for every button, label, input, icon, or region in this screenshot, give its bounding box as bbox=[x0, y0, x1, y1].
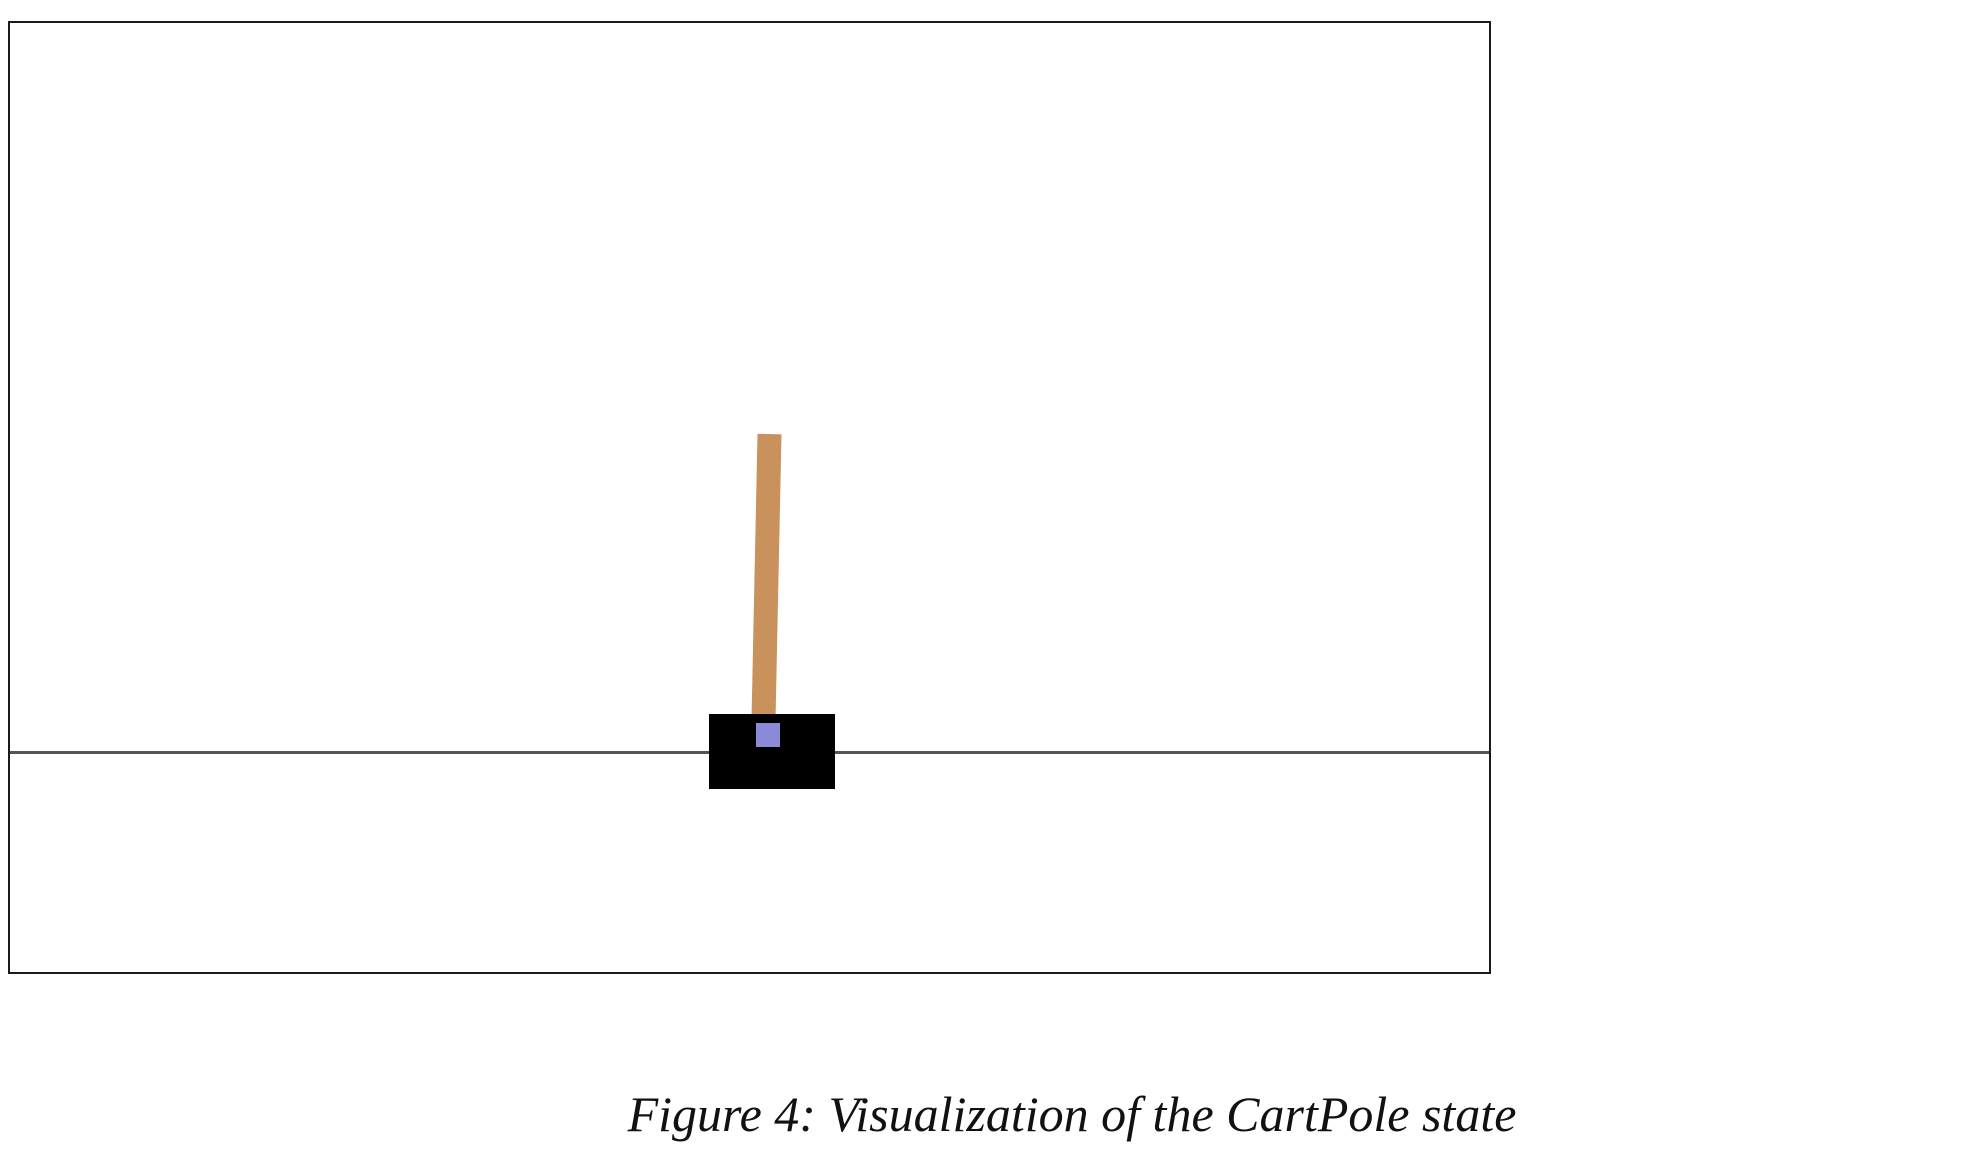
cartpole-scene bbox=[8, 21, 1491, 974]
pole bbox=[751, 433, 782, 745]
figure-caption: Figure 4: Visualization of the CartPole … bbox=[627, 1086, 1517, 1142]
pole-axle bbox=[756, 723, 780, 747]
